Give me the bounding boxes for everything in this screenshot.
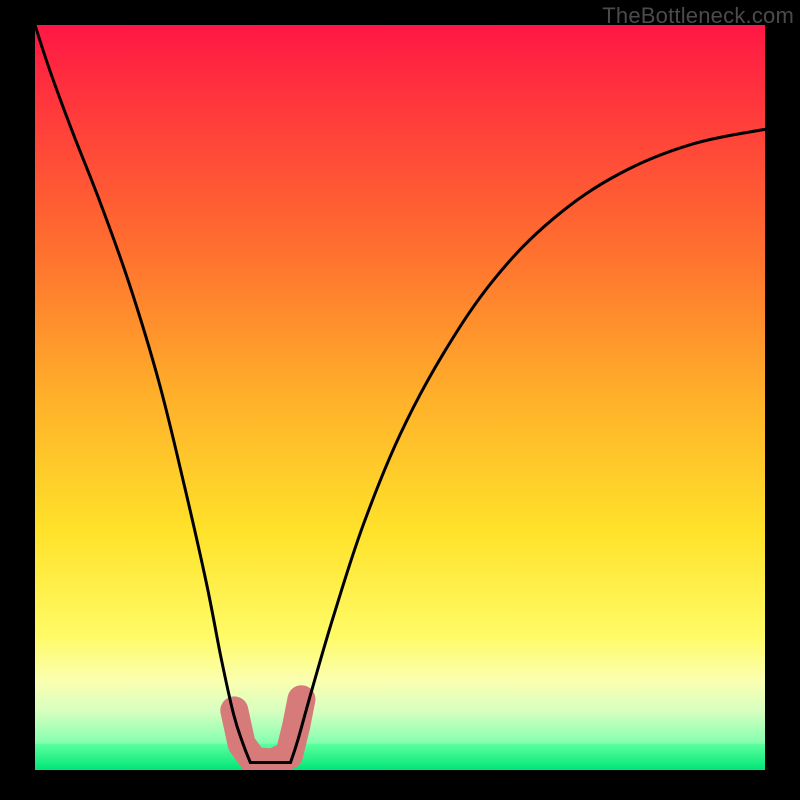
plot-area (35, 25, 765, 770)
valley-marker (234, 699, 301, 762)
curve-left-branch (35, 25, 250, 763)
watermark-text: TheBottleneck.com (602, 3, 794, 29)
chart-frame: TheBottleneck.com (0, 0, 800, 800)
curve-right-branch (291, 129, 766, 762)
curve-layer (35, 25, 765, 770)
